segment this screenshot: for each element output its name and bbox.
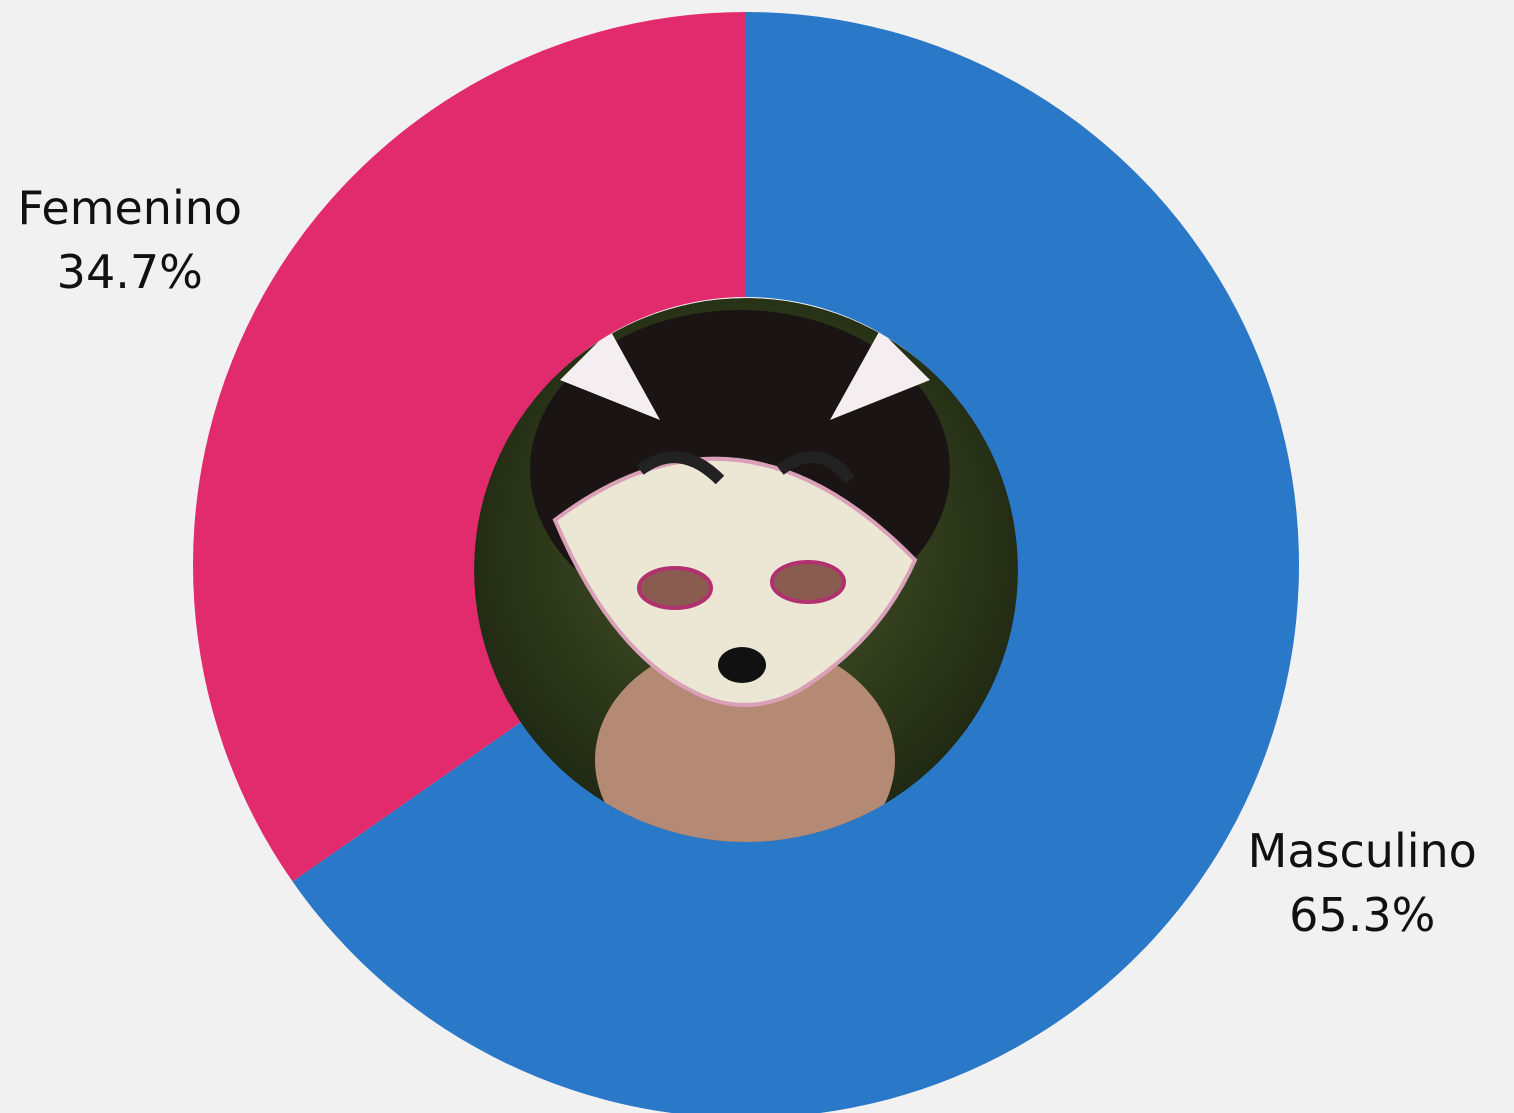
donut-slice <box>192 12 746 882</box>
slice-label: Masculino <box>1248 824 1477 878</box>
donut-slice <box>292 12 1299 1113</box>
donut <box>192 12 1299 1113</box>
slice-label: Femenino <box>17 181 242 235</box>
slice-value-label: 65.3% <box>1289 888 1435 942</box>
slice-value-label: 34.7% <box>57 245 203 299</box>
center-photo <box>474 298 1018 842</box>
